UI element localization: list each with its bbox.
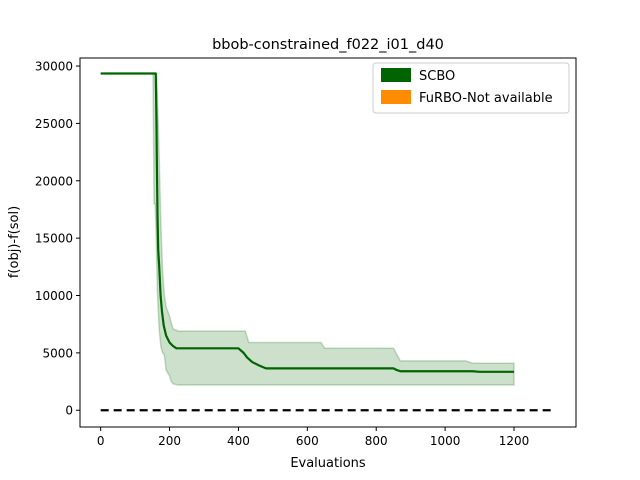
- chart-title: bbob-constrained_f022_i01_d40: [212, 37, 444, 53]
- y-tick-label: 20000: [35, 174, 73, 188]
- series-line-scbo: [100, 72, 514, 373]
- legend: SCBO FuRBO-Not available: [372, 62, 570, 114]
- legend-swatch-furbo: [381, 90, 411, 104]
- scbo-confidence-band: [100, 72, 515, 386]
- x-tick-label: 1200: [499, 434, 530, 448]
- legend-label-furbo: FuRBO-Not available: [419, 91, 553, 106]
- x-tick-label: 0: [97, 434, 105, 448]
- y-axis-label: f(obj)-f(sol): [7, 206, 22, 278]
- y-tick-label: 30000: [35, 60, 73, 74]
- y-axis: 0 5000 10000 15000 20000 25000 30000: [35, 60, 80, 418]
- y-tick-label: 15000: [35, 232, 73, 246]
- x-axis: 0 200 400 600 800 1000 1200: [97, 427, 529, 448]
- axes-frame: [79, 57, 577, 428]
- x-tick-label: 600: [296, 434, 319, 448]
- y-tick-label: 10000: [35, 289, 73, 303]
- x-tick-label: 800: [365, 434, 388, 448]
- plot-area: [100, 72, 556, 412]
- x-tick-label: 1000: [430, 434, 461, 448]
- y-tick-label: 5000: [42, 346, 73, 360]
- x-axis-label: Evaluations: [290, 456, 366, 471]
- legend-swatch-scbo: [381, 68, 411, 82]
- y-tick-label: 25000: [35, 117, 73, 131]
- x-tick-label: 200: [158, 434, 181, 448]
- legend-box: [372, 62, 570, 114]
- legend-label-scbo: SCBO: [419, 69, 455, 84]
- x-tick-label: 400: [227, 434, 250, 448]
- y-tick-label: 0: [65, 404, 73, 418]
